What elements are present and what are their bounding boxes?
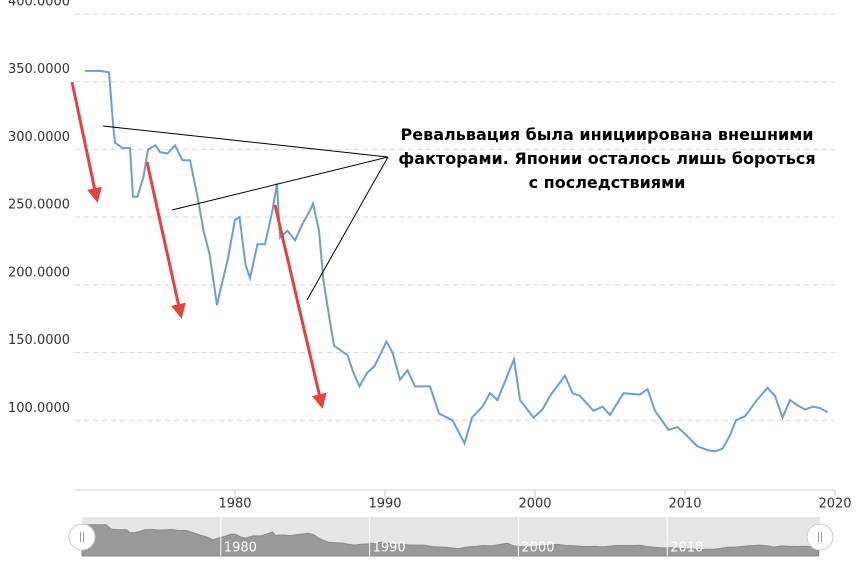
x-tick-label: 1980 xyxy=(218,497,251,512)
price-line xyxy=(85,69,828,453)
annotation-line: с последствиями xyxy=(529,173,686,192)
annotation-pointer xyxy=(102,125,389,158)
y-tick-label: 400.0000 xyxy=(8,0,70,10)
navigator-handle[interactable] xyxy=(806,523,834,551)
y-tick-label: 200.0000 xyxy=(8,265,70,280)
navigator[interactable]: 1980 1990 2000 2010 xyxy=(68,517,834,557)
navigator-label: 1980 xyxy=(224,541,257,556)
y-tick-label: 150.0000 xyxy=(8,333,70,348)
annotation-line: Ревальвация была инициирована внешними xyxy=(400,125,813,144)
annotation-line: факторами. Японии осталось лишь бороться xyxy=(398,149,815,168)
annotation: Ревальвация была инициирована внешними фа… xyxy=(398,125,815,192)
y-tick-label: 100.0000 xyxy=(8,401,70,416)
x-tick-label: 2000 xyxy=(518,497,551,512)
y-tick-label: 250.0000 xyxy=(8,198,70,213)
navigator-handle[interactable] xyxy=(68,523,96,551)
x-tick-label: 2020 xyxy=(818,497,851,512)
navigator-label: 2010 xyxy=(670,541,703,556)
navigator-area xyxy=(81,524,820,557)
x-tick-label: 2010 xyxy=(668,497,701,512)
annotation-pointer xyxy=(306,156,389,301)
red-arrow xyxy=(273,204,327,409)
y-tick-label: 300.0000 xyxy=(8,130,70,145)
red-arrow xyxy=(145,161,186,319)
annotation-pointer xyxy=(171,156,389,211)
x-tick-label: 1990 xyxy=(368,497,401,512)
navigator-label: 2000 xyxy=(521,541,554,556)
red-arrow xyxy=(70,81,102,203)
navigator-label: 1990 xyxy=(373,541,406,556)
y-tick-label: 350.0000 xyxy=(8,62,70,77)
